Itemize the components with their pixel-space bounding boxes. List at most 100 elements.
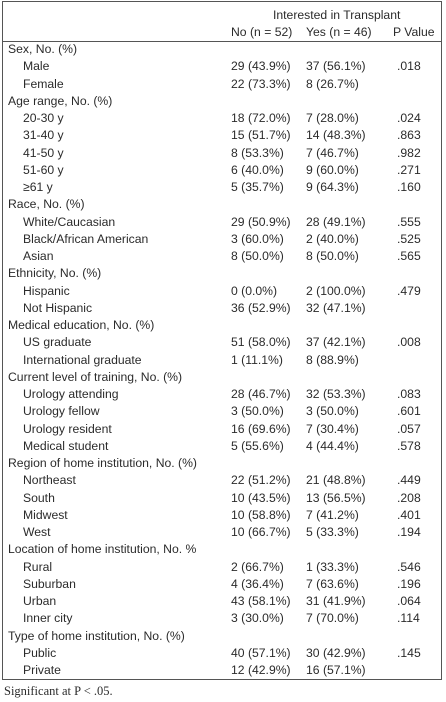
p-value: .008 (397, 335, 421, 350)
row-label: Urban (23, 594, 57, 608)
cell: 40 (57.1%) (231, 645, 291, 660)
cell: 16 (57.1%) (306, 663, 366, 677)
p-value: .196 (397, 576, 421, 591)
p-value: .114 (397, 611, 420, 626)
header-rule (3, 41, 441, 42)
p-value: .863 (397, 128, 421, 143)
cell: 3 (50.0%) (231, 404, 284, 419)
row-label: West (23, 525, 51, 539)
cell: 5 (35.7%) (231, 180, 284, 194)
p-value: .565 (397, 249, 421, 263)
row-label: White/Caucasian (23, 214, 116, 229)
cell: 7 (28.0%) (306, 111, 359, 125)
table: Interested in Transplant No (n = 52) Yes… (2, 1, 442, 680)
section-label: Region of home institution, No. (%) (8, 456, 197, 470)
footnote: Significant at P < .05. (4, 684, 113, 698)
p-value: .145 (397, 645, 421, 660)
p-value: .064 (397, 594, 421, 608)
row-label: Rural (23, 559, 53, 574)
row-label: 51-60 y (23, 162, 64, 177)
cell: 30 (42.9%) (306, 645, 366, 660)
cell: 16 (69.6%) (231, 421, 291, 436)
p-value: .601 (397, 404, 421, 419)
cell: 12 (42.9%) (231, 663, 291, 677)
p-value: .271 (397, 162, 421, 177)
section-label: Medical education, No. (%) (8, 318, 155, 332)
cell: 6 (40.0%) (231, 162, 284, 177)
cell: 3 (30.0%) (231, 611, 284, 626)
section-label: Type of home institution, No. (%) (8, 628, 185, 643)
cell: 37 (56.1%) (306, 59, 366, 74)
cell: 7 (63.6%) (306, 576, 359, 591)
p-value: .057 (397, 421, 421, 436)
row-label: ≥61 y (23, 180, 53, 194)
row-label: Private (23, 663, 61, 677)
cell: 43 (58.1%) (231, 594, 291, 608)
p-value: .578 (397, 438, 421, 453)
section-label: Location of home institution, No. % (8, 542, 197, 557)
column-header: Yes (n = 46) (306, 25, 372, 39)
cell: 32 (53.3%) (306, 387, 366, 401)
row-label: 20-30 y (23, 111, 64, 125)
cell: 5 (55.6%) (231, 438, 284, 453)
cell: 22 (51.2%) (231, 473, 291, 488)
row-label: Public (23, 645, 57, 660)
p-value: .401 (397, 507, 421, 522)
p-value: .194 (397, 525, 421, 539)
cell: 1 (33.3%) (306, 559, 359, 574)
p-value: .083 (397, 387, 421, 401)
p-value: .024 (397, 111, 421, 125)
row-label: 31-40 y (23, 128, 64, 143)
cell: 29 (43.9%) (231, 59, 291, 74)
row-label: South (23, 490, 55, 505)
row-label: Urology attending (23, 387, 119, 401)
cell: 8 (53.3%) (231, 145, 284, 160)
cell: 9 (64.3%) (306, 180, 359, 194)
row-label: Inner city (23, 611, 73, 626)
p-value: .982 (397, 145, 421, 160)
cell: 32 (47.1%) (306, 300, 366, 315)
row-label: Male (23, 59, 50, 74)
p-value: .449 (397, 473, 421, 488)
cell: 2 (66.7%) (231, 559, 284, 574)
p-value: .160 (397, 180, 421, 194)
row-label: International graduate (23, 352, 142, 367)
cell: 8 (88.9%) (306, 352, 359, 367)
cell: 36 (52.9%) (231, 300, 291, 315)
row-label: Urology resident (23, 421, 112, 436)
cell: 13 (56.5%) (306, 490, 366, 505)
p-value: .546 (397, 559, 421, 574)
cell: 18 (72.0%) (231, 111, 291, 125)
cell: 51 (58.0%) (231, 335, 291, 350)
row-label: Midwest (23, 507, 68, 522)
section-label: Sex, No. (%) (8, 42, 78, 56)
cell: 2 (100.0%) (306, 283, 366, 298)
cell: 2 (40.0%) (306, 231, 359, 246)
cell: 7 (70.0%) (306, 611, 359, 626)
cell: 22 (73.3%) (231, 76, 291, 91)
cell: 28 (46.7%) (231, 387, 291, 401)
cell: 8 (50.0%) (231, 249, 284, 263)
cell: 21 (48.8%) (306, 473, 366, 488)
p-value: .525 (397, 231, 421, 246)
row-label: US graduate (23, 335, 92, 350)
cell: 8 (26.7%) (306, 76, 359, 91)
cell: 3 (60.0%) (231, 231, 284, 246)
cell: 14 (48.3%) (306, 128, 366, 143)
cell: 28 (49.1%) (306, 214, 366, 229)
section-label: Ethnicity, No. (%) (8, 266, 102, 281)
cell: 4 (44.4%) (306, 438, 359, 453)
column-group-header: Interested in Transplant (273, 8, 401, 22)
cell: 1 (11.1%) (231, 352, 283, 367)
cell: 10 (58.8%) (231, 507, 291, 522)
cell: 9 (60.0%) (306, 162, 359, 177)
section-label: Race, No. (%) (8, 197, 85, 212)
cell: 0 (0.0%) (231, 283, 278, 298)
cell: 4 (36.4%) (231, 576, 284, 591)
cell: 29 (50.9%) (231, 214, 291, 229)
cell: 3 (50.0%) (306, 404, 359, 419)
column-header: No (n = 52) (231, 25, 293, 39)
cell: 7 (30.4%) (306, 421, 359, 436)
section-label: Age range, No. (%) (8, 93, 113, 108)
